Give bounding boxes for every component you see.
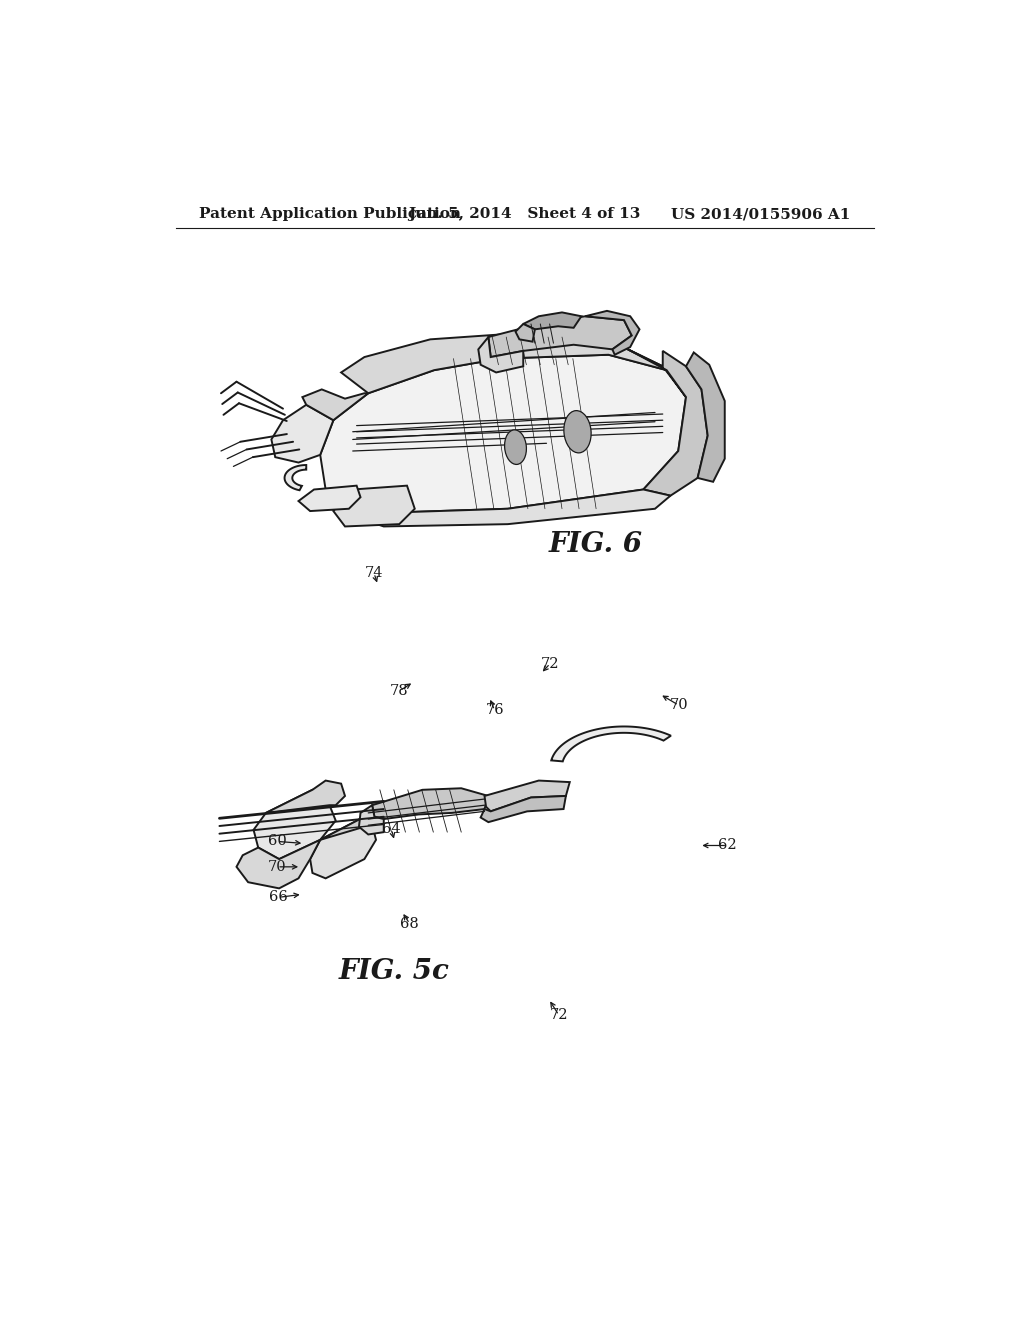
- Text: 68: 68: [400, 917, 419, 931]
- Text: 70: 70: [268, 859, 287, 874]
- Text: 64: 64: [382, 822, 400, 837]
- Polygon shape: [285, 465, 306, 490]
- Text: 72: 72: [541, 656, 559, 671]
- Text: 72: 72: [550, 1008, 568, 1022]
- Polygon shape: [515, 323, 535, 342]
- Text: Patent Application Publication: Patent Application Publication: [200, 207, 462, 222]
- Polygon shape: [254, 789, 336, 859]
- Polygon shape: [359, 805, 384, 834]
- Text: 74: 74: [365, 566, 383, 579]
- Polygon shape: [551, 726, 671, 762]
- Polygon shape: [314, 490, 671, 527]
- Text: 76: 76: [485, 704, 504, 717]
- Polygon shape: [237, 840, 321, 888]
- Polygon shape: [478, 337, 523, 372]
- Polygon shape: [686, 352, 725, 482]
- Text: 62: 62: [718, 838, 736, 853]
- Text: US 2014/0155906 A1: US 2014/0155906 A1: [671, 207, 850, 222]
- Polygon shape: [488, 317, 632, 358]
- Text: Jun. 5, 2014   Sheet 4 of 13: Jun. 5, 2014 Sheet 4 of 13: [409, 207, 641, 222]
- Polygon shape: [372, 788, 488, 818]
- Polygon shape: [523, 313, 582, 330]
- Text: 66: 66: [269, 890, 288, 904]
- Polygon shape: [299, 486, 360, 511]
- Polygon shape: [310, 817, 376, 878]
- Ellipse shape: [505, 430, 526, 465]
- Polygon shape: [321, 355, 686, 512]
- Polygon shape: [334, 486, 415, 527]
- Polygon shape: [302, 389, 369, 420]
- Text: FIG. 6: FIG. 6: [549, 531, 643, 558]
- Polygon shape: [321, 812, 384, 840]
- Text: 60: 60: [268, 834, 287, 849]
- Polygon shape: [484, 780, 569, 812]
- Polygon shape: [266, 780, 345, 813]
- Polygon shape: [586, 312, 640, 355]
- Polygon shape: [480, 796, 566, 822]
- Ellipse shape: [564, 411, 591, 453]
- Text: 78: 78: [390, 684, 409, 698]
- Polygon shape: [341, 334, 686, 397]
- Polygon shape: [271, 405, 334, 462]
- Text: 70: 70: [670, 698, 688, 713]
- Text: FIG. 5c: FIG. 5c: [338, 958, 450, 985]
- Polygon shape: [628, 350, 708, 496]
